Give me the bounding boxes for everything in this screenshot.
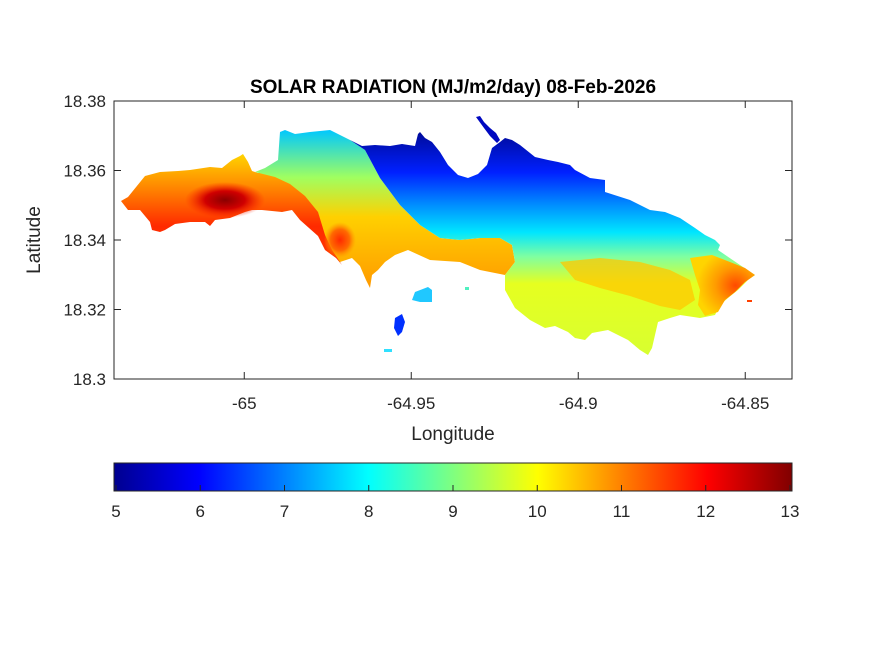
y-tick-label: 18.32 <box>63 301 106 320</box>
colorbar-ticks: 5 6 7 8 9 10 11 12 13 <box>111 485 799 521</box>
map-hotspot-central <box>324 222 356 258</box>
colorbar-tick-label: 12 <box>696 502 715 521</box>
x-tick-label: -64.95 <box>387 394 435 413</box>
plot-area: -65 -64.95 -64.9 -64.85 18.3 18.32 18.34 18.36… <box>63 92 793 413</box>
colorbar-tick-label: 8 <box>364 502 373 521</box>
y-tick-label: 18.36 <box>63 162 106 181</box>
colorbar-tick-label: 11 <box>613 502 631 521</box>
colorbar-tick-label: 13 <box>781 502 800 521</box>
x-tick-label: -64.85 <box>721 394 769 413</box>
map-islet-tiny-3 <box>747 300 752 302</box>
map-islet-tiny-2 <box>465 287 469 290</box>
x-axis-label: Longitude <box>411 424 494 445</box>
map-islet-south-cay <box>394 314 405 336</box>
x-tick-label: -65 <box>232 394 257 413</box>
colorbar-tick-label: 6 <box>196 502 205 521</box>
map-islet-tiny-1 <box>384 349 392 352</box>
x-tick-label: -64.9 <box>559 394 598 413</box>
y-axis: 18.3 18.32 18.34 18.36 18.38 <box>63 92 792 389</box>
y-axis-label: Latitude <box>24 206 45 274</box>
map-region-east-tip <box>690 255 755 316</box>
colorbar-tick-label: 9 <box>448 502 457 521</box>
map-islet-south-aqua <box>412 287 432 302</box>
colorbar: 5 6 7 8 9 10 11 12 13 <box>111 462 799 521</box>
map-region-southeast <box>560 258 695 310</box>
colorbar-tick-label: 5 <box>111 502 120 521</box>
y-tick-label: 18.38 <box>63 92 106 111</box>
chart-title: SOLAR RADIATION (MJ/m2/day) 08-Feb-2026 <box>250 77 656 98</box>
colorbar-tick-label: 10 <box>528 502 547 521</box>
y-tick-label: 18.3 <box>73 370 106 389</box>
map-region-central <box>255 130 515 288</box>
colorbar-tick-label: 7 <box>280 502 289 521</box>
radiation-map <box>121 116 755 355</box>
map-hotspot-west <box>185 182 265 218</box>
map-islet-north <box>476 116 500 143</box>
y-tick-label: 18.34 <box>63 231 106 250</box>
x-axis: -65 -64.95 -64.9 -64.85 <box>232 101 769 413</box>
